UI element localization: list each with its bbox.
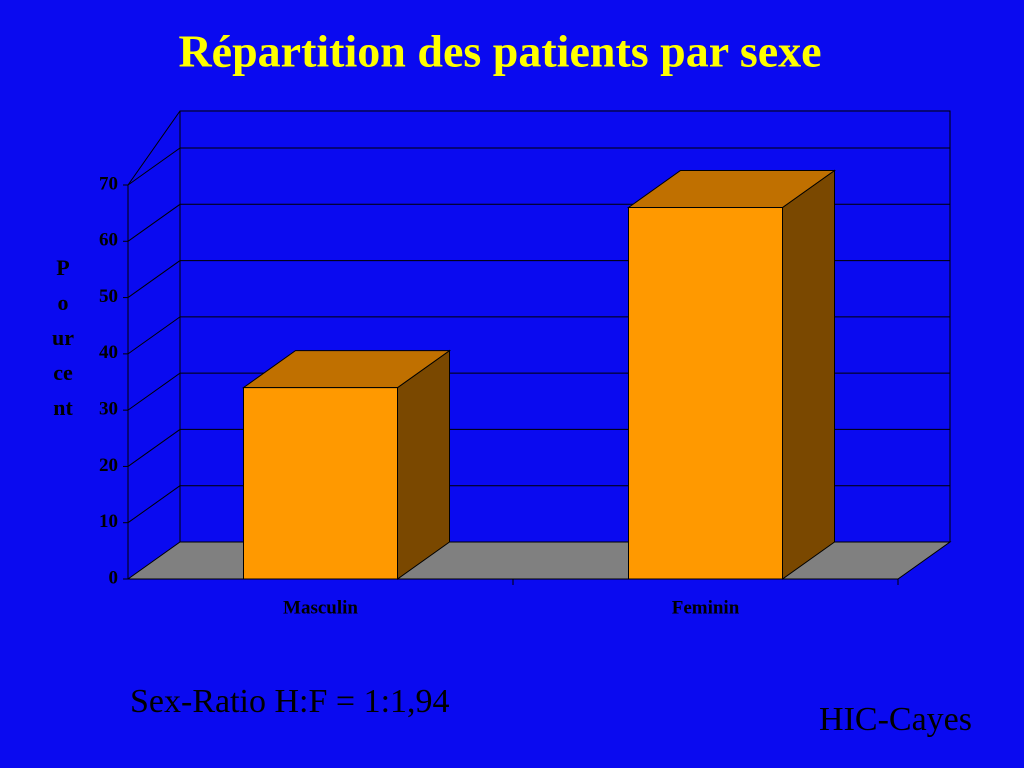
grid-line	[127, 316, 181, 355]
annotation: HIC-Cayes	[819, 701, 972, 738]
x-tick-label: Masculin	[283, 597, 358, 618]
bar-side	[397, 349, 450, 580]
side-wall	[127, 110, 181, 579]
y-tick-label: 20	[99, 455, 118, 476]
back-wall	[179, 110, 951, 542]
grid-line	[127, 203, 181, 242]
bar-side	[782, 169, 835, 580]
grid-line	[127, 260, 181, 298]
y-tick-label: 70	[99, 173, 118, 194]
y-tick-label: 10	[99, 511, 118, 532]
y-tick-label: 50	[99, 286, 118, 307]
annotation: Sex-Ratio H:F = 1:1,94	[130, 683, 450, 720]
bar	[243, 387, 398, 580]
chart-title: Répartition des patients par sexe	[178, 26, 821, 77]
grid-line	[127, 485, 181, 524]
x-tick-label: Feminin	[672, 597, 740, 618]
grid-line	[127, 147, 181, 186]
y-tick-label: 60	[99, 230, 118, 251]
y-axis-label: Pourcent	[52, 255, 74, 420]
y-tick-label: 40	[99, 342, 118, 363]
grid-line	[127, 372, 181, 411]
grid-line	[127, 429, 181, 467]
y-tick-label: 30	[99, 399, 118, 420]
y-tick-label: 0	[109, 567, 119, 588]
bar	[628, 207, 783, 580]
